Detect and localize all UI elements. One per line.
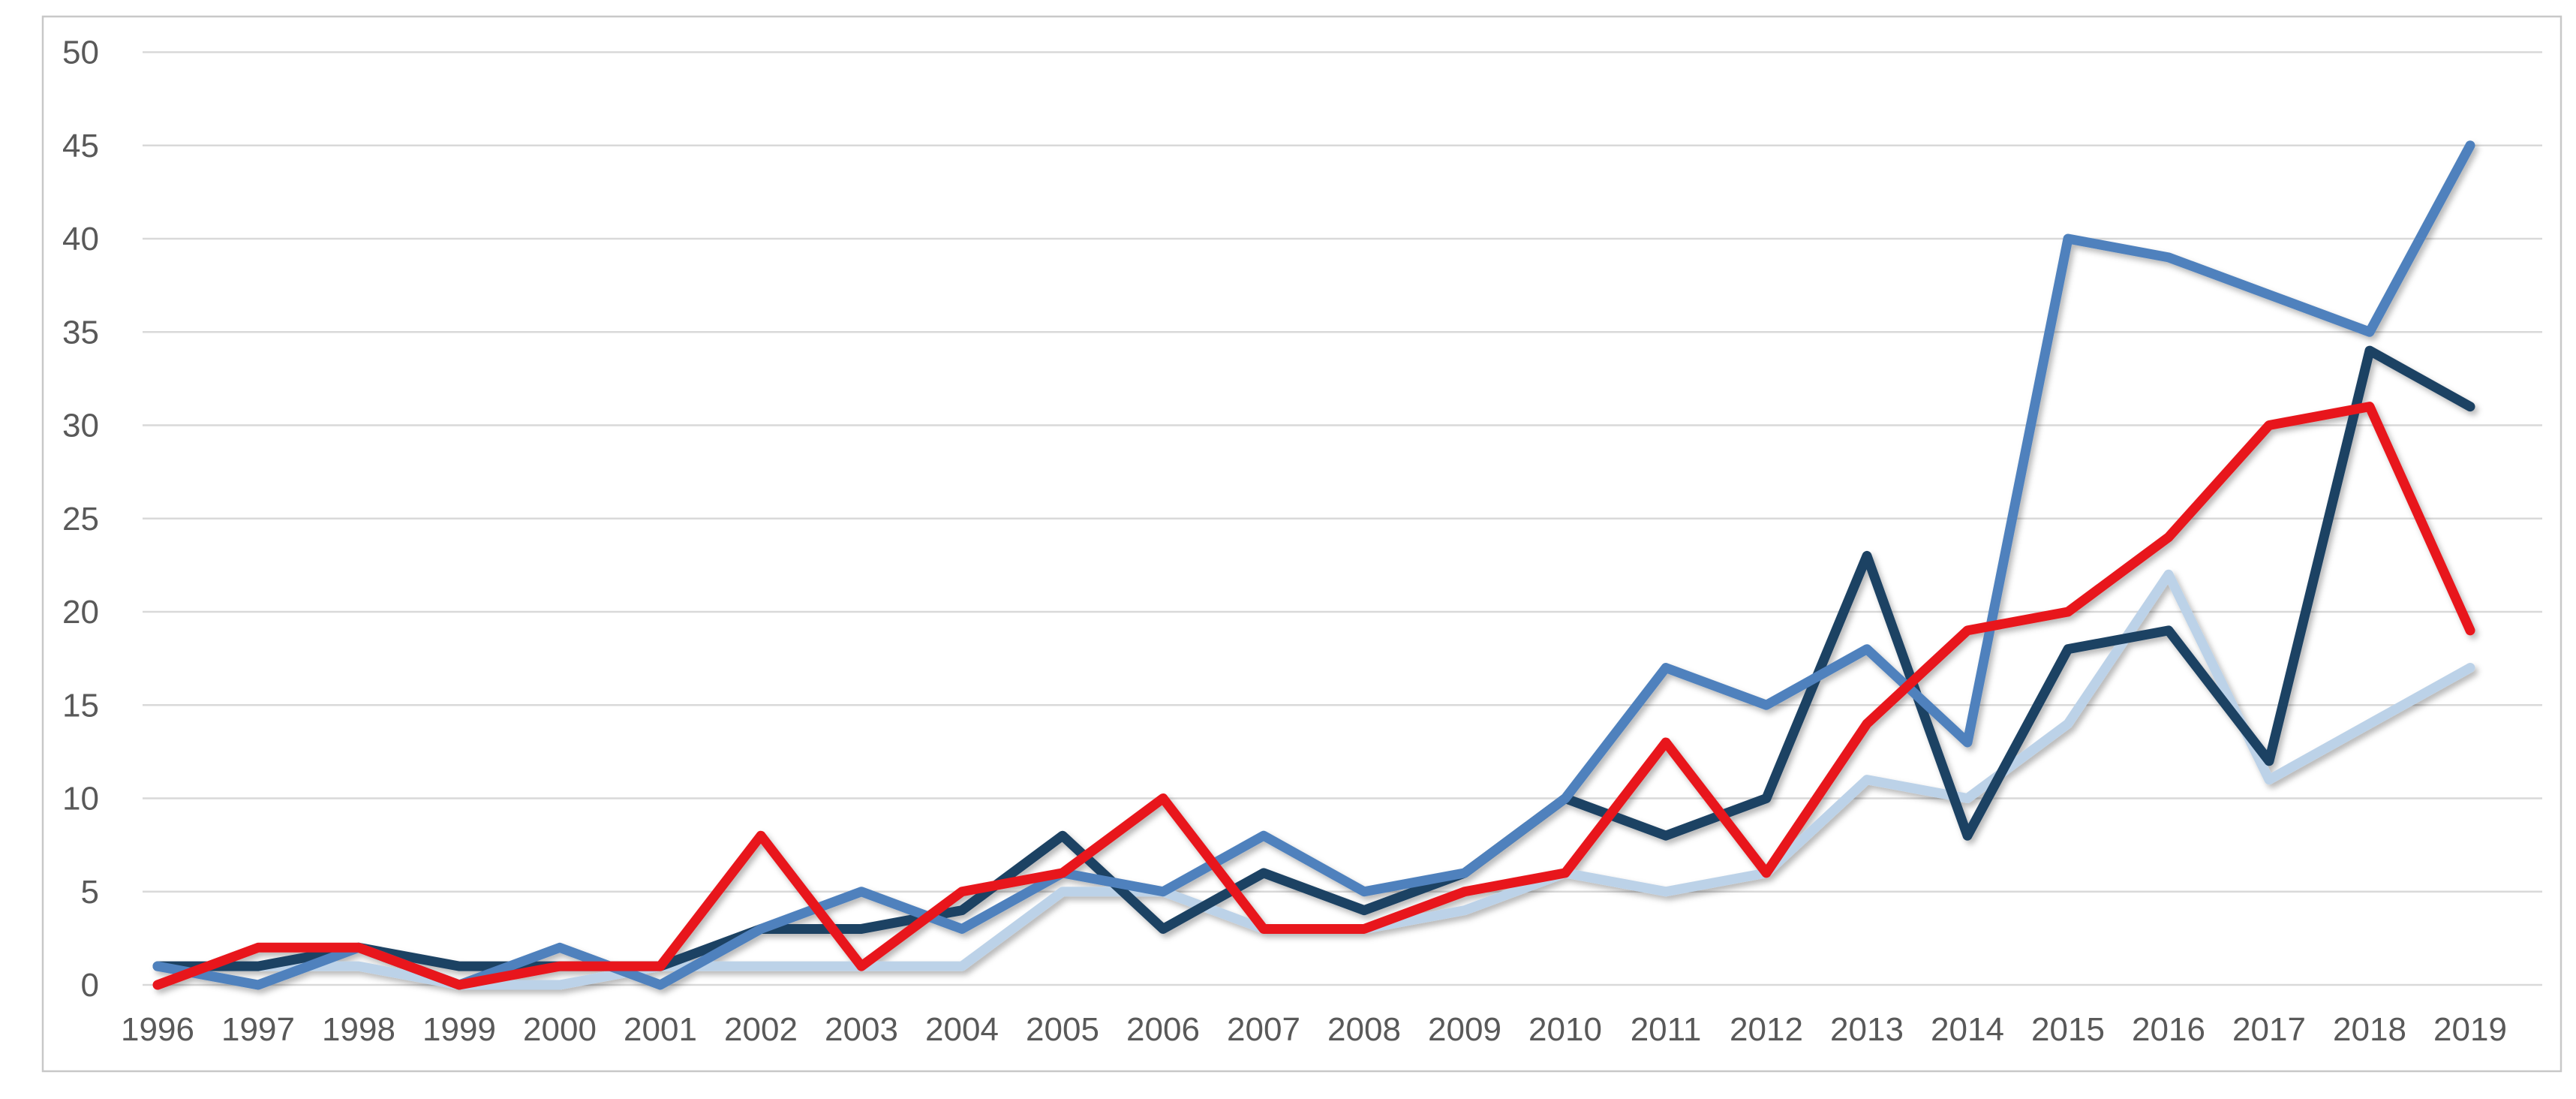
y-tick-label-30: 30 <box>62 408 99 444</box>
x-tick-label-2004: 2004 <box>925 1011 999 1048</box>
y-tick-label-5: 5 <box>81 874 99 911</box>
x-tick-label-2007: 2007 <box>1227 1011 1300 1048</box>
x-tick-label-2014: 2014 <box>1931 1011 2004 1048</box>
x-axis-tick-labels: 1996 1997 1998 1999 2000 2001 2002 2003 2004 2005… <box>121 1011 2507 1048</box>
x-tick-label-1998: 1998 <box>322 1011 395 1048</box>
y-tick-label-15: 15 <box>62 687 99 724</box>
x-tick-label-2001: 2001 <box>624 1011 697 1048</box>
y-tick-label-20: 20 <box>62 594 99 631</box>
x-tick-label-2013: 2013 <box>1830 1011 1904 1048</box>
x-tick-label-2006: 2006 <box>1126 1011 1200 1048</box>
x-tick-label-2008: 2008 <box>1327 1011 1401 1048</box>
x-tick-label-2009: 2009 <box>1428 1011 1501 1048</box>
x-tick-label-2012: 2012 <box>1730 1011 1803 1048</box>
y-tick-label-35: 35 <box>62 314 99 351</box>
x-tick-label-2018: 2018 <box>2333 1011 2406 1048</box>
y-tick-label-45: 45 <box>62 128 99 164</box>
series-lines <box>152 140 2475 990</box>
y-axis-tick-labels: 0 5 10 15 20 25 30 35 40 45 50 <box>62 35 99 1004</box>
x-tick-label-2010: 2010 <box>1528 1011 1602 1048</box>
x-tick-label-2000: 2000 <box>523 1011 597 1048</box>
y-tick-label-50: 50 <box>62 35 99 71</box>
x-tick-label-2002: 2002 <box>724 1011 798 1048</box>
y-tick-label-40: 40 <box>62 221 99 257</box>
chart-border <box>41 15 2562 1073</box>
y-tick-label-0: 0 <box>81 967 99 1004</box>
x-tick-label-2019: 2019 <box>2433 1011 2507 1048</box>
x-tick-label-2017: 2017 <box>2232 1011 2306 1048</box>
medium-blue-series <box>152 140 2475 990</box>
x-tick-label-1996: 1996 <box>121 1011 194 1048</box>
x-tick-label-1997: 1997 <box>221 1011 295 1048</box>
red-series <box>152 402 2475 990</box>
x-tick-label-2003: 2003 <box>825 1011 898 1048</box>
y-tick-label-25: 25 <box>62 501 99 537</box>
x-tick-label-1999: 1999 <box>422 1011 496 1048</box>
y-tick-label-10: 10 <box>62 781 99 817</box>
x-tick-label-2011: 2011 <box>1631 1011 1702 1048</box>
x-tick-label-2015: 2015 <box>2031 1011 2105 1048</box>
x-tick-label-2016: 2016 <box>2132 1011 2205 1048</box>
x-tick-label-2005: 2005 <box>1026 1011 1099 1048</box>
